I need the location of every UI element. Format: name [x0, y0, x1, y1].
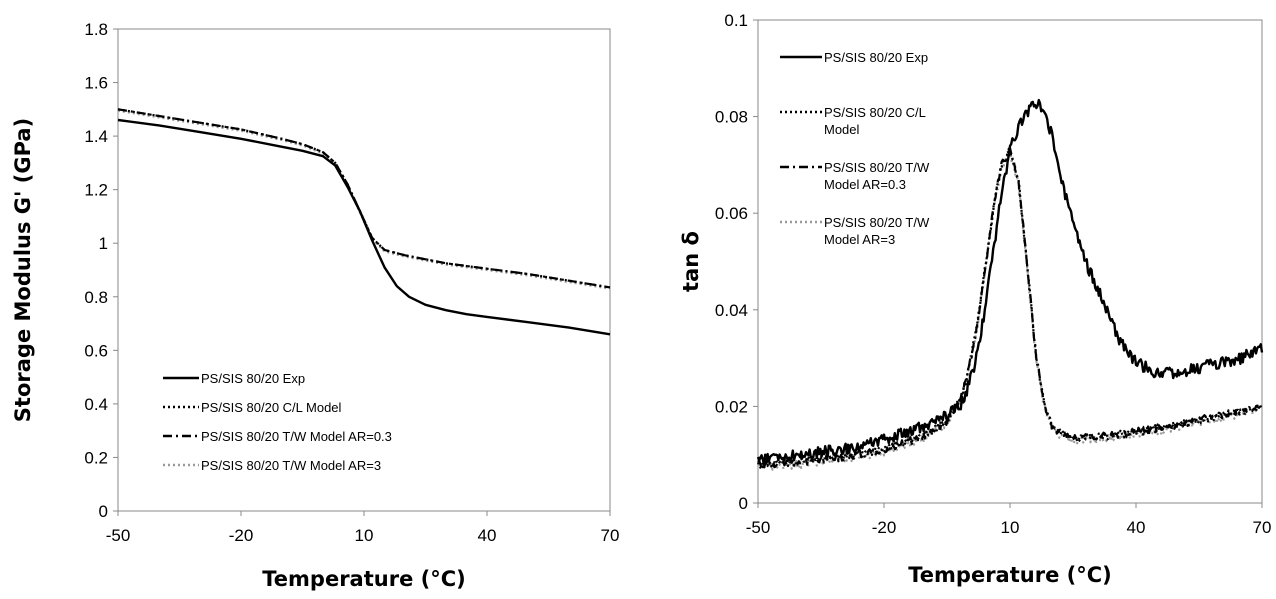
y-tick-label: 1.6	[84, 74, 108, 93]
legend-label: PS/SIS 80/20 Exp	[824, 50, 928, 65]
series-line-1	[756, 98, 1264, 466]
y-axis-title: Storage Modulus G' (GPa)	[11, 118, 35, 422]
x-tick-label: 40	[1127, 518, 1146, 537]
legend-label: PS/SIS 80/20 T/W Model AR=0.3	[824, 160, 930, 192]
y-tick-label: 0.8	[84, 288, 108, 307]
x-tick-label: 10	[355, 526, 374, 545]
y-tick-label: 0.2	[84, 448, 108, 467]
legend: PS/SIS 80/20 Exp PS/SIS 80/20 C/L Model PS…	[163, 371, 392, 473]
y-tick-label: 1.2	[84, 181, 108, 200]
y-tick-label: 1	[99, 234, 108, 253]
x-tick-label: -50	[106, 526, 131, 545]
x-tick-label: 40	[478, 526, 497, 545]
legend-label: PS/SIS 80/20 Exp	[201, 371, 305, 386]
x-tick-label: -20	[229, 526, 254, 545]
series-line-4	[117, 109, 611, 290]
y-tick-label: 0.6	[84, 341, 108, 360]
plot-area-frame	[757, 19, 1263, 504]
legend-label: PS/SIS 80/20 T/W Model AR=3	[824, 215, 930, 247]
legend-label: PS/SIS 80/20 T/W Model AR=0.3	[201, 429, 392, 444]
y-tick-label: 0.4	[84, 395, 108, 414]
x-tick-label: -20	[872, 518, 897, 537]
legend-label: PS/SIS 80/20 C/L Model	[824, 105, 926, 137]
y-tick-label: 1.8	[84, 20, 108, 39]
y-tick-label: 0.08	[715, 108, 748, 127]
x-tick-label: 10	[1001, 518, 1020, 537]
y-tick-label: 0	[739, 494, 748, 513]
x-axis-title: Temperature (°C)	[262, 567, 465, 591]
chart-1: 0 0.2 0.4 0.6 0.8 1 1.2 1.4 1.6 1.8 -50 -20 10 40 70 Te…	[11, 20, 619, 591]
chart-2: 0 0.02 0.04 0.06 0.08 0.1 -50 -20 10 40 70 Temperat…	[679, 11, 1271, 587]
y-tick-label: 1.4	[84, 127, 108, 146]
x-tick-label: -50	[746, 518, 771, 537]
x-axis-title: Temperature (°C)	[908, 563, 1111, 587]
series-line-3	[757, 147, 1264, 470]
series-line-3	[117, 108, 611, 289]
y-tick-label: 0.04	[715, 301, 748, 320]
x-tick-label: 70	[1253, 518, 1272, 537]
y-tick-label: 0.02	[715, 397, 748, 416]
legend: PS/SIS 80/20 Exp PS/SIS 80/20 C/L Model PS/…	[780, 50, 930, 247]
legend-label: PS/SIS 80/20 T/W Model AR=3	[201, 458, 381, 473]
y-tick-label: 0.06	[715, 204, 748, 223]
y-tick-label: 0.1	[724, 11, 748, 30]
series-line-1	[117, 118, 611, 336]
y-tick-label: 0	[99, 502, 108, 521]
y-axis-title: tan δ	[679, 231, 703, 292]
legend-label: PS/SIS 80/20 C/L Model	[201, 400, 342, 415]
x-tick-label: 70	[601, 526, 620, 545]
series-line-2	[117, 108, 611, 289]
